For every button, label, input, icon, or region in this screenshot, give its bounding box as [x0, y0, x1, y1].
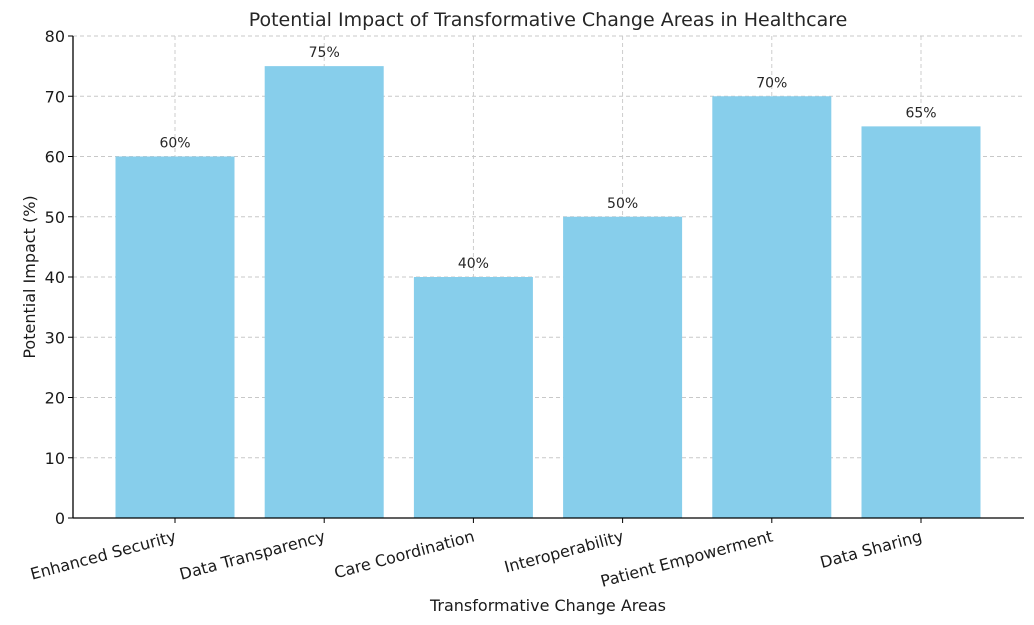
- x-tick-label: Patient Empowerment: [598, 527, 774, 591]
- bar-value-label: 50%: [607, 196, 638, 212]
- x-axis-label: Transformative Change Areas: [429, 596, 666, 615]
- bars: [115, 66, 981, 518]
- y-tick-label: 70: [45, 87, 65, 106]
- bar: [861, 126, 981, 518]
- y-axis-label: Potential Impact (%): [20, 195, 39, 358]
- y-tick-label: 40: [45, 268, 65, 287]
- bar: [413, 277, 533, 518]
- data-labels: 60% 75% 40% 50% 70% 65%: [159, 45, 936, 272]
- y-tick-label: 50: [45, 208, 65, 227]
- x-tick-label: Data Transparency: [177, 527, 327, 584]
- y-tick-label: 60: [45, 148, 65, 167]
- x-tick-label: Enhanced Security: [28, 527, 178, 584]
- y-axis-ticks: 0 10 20 30 40 50 60 70 80: [45, 27, 73, 528]
- bar-value-label: 65%: [905, 105, 936, 121]
- bar-value-label: 40%: [458, 256, 489, 272]
- y-tick-label: 0: [55, 509, 65, 528]
- x-tick-label: Data Sharing: [818, 527, 924, 572]
- y-tick-label: 30: [45, 328, 65, 347]
- bar: [712, 96, 832, 518]
- chart-title: Potential Impact of Transformative Chang…: [249, 9, 848, 31]
- bar: [115, 156, 235, 518]
- bar-value-label: 75%: [309, 45, 340, 61]
- x-axis-ticks: Enhanced Security Data Transparency Care C…: [28, 518, 924, 591]
- y-tick-label: 10: [45, 449, 65, 468]
- y-tick-label: 20: [45, 389, 65, 408]
- bar: [264, 66, 384, 518]
- x-tick-label: Interoperability: [502, 527, 625, 577]
- x-tick-label: Care Coordination: [332, 527, 476, 583]
- bar-value-label: 70%: [756, 75, 787, 91]
- bar-value-label: 60%: [159, 136, 190, 152]
- y-tick-label: 80: [45, 27, 65, 46]
- bar: [563, 216, 683, 518]
